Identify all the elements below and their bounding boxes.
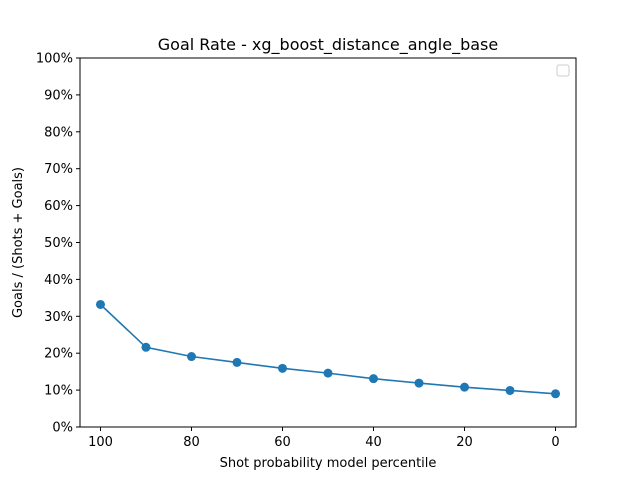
- y-tick-label: 30%: [44, 310, 73, 325]
- data-point: [186, 352, 196, 362]
- plot-frame: [79, 57, 577, 428]
- y-axis-ticks: 0% 10% 20% 30% 40% 50% 60% 70% 80% 90% 100%: [36, 52, 80, 436]
- data-point: [505, 385, 515, 395]
- x-tick-label: 60: [274, 435, 291, 450]
- x-tick-label: 0: [551, 435, 559, 450]
- y-tick-label: 20%: [44, 347, 73, 362]
- data-point: [460, 382, 470, 392]
- data-point: [95, 299, 105, 309]
- y-tick-label: 80%: [44, 125, 73, 140]
- series-line: [99, 303, 556, 395]
- y-tick-label: 10%: [44, 384, 73, 399]
- y-tick-label: 40%: [44, 273, 73, 288]
- x-axis-ticks: 100 80 60 40 20 0: [88, 427, 560, 450]
- data-point: [323, 368, 333, 378]
- series-group: [95, 299, 561, 399]
- data-point: [232, 357, 242, 367]
- y-tick-label: 90%: [44, 88, 73, 103]
- x-axis-label: Shot probability model percentile: [220, 456, 437, 471]
- y-tick-label: 0%: [52, 421, 73, 436]
- legend-box: [556, 64, 570, 77]
- x-tick-label: 80: [183, 435, 200, 450]
- data-point: [277, 363, 287, 373]
- data-point: [414, 378, 424, 388]
- x-tick-label: 100: [88, 435, 113, 450]
- x-tick-label: 20: [456, 435, 473, 450]
- y-tick-label: 60%: [44, 199, 73, 214]
- data-point: [551, 389, 561, 399]
- data-point: [141, 342, 151, 352]
- y-axis-label: Goals / (Shots + Goals): [11, 167, 26, 318]
- y-tick-label: 70%: [44, 162, 73, 177]
- y-tick-label: 50%: [44, 236, 73, 251]
- x-tick-label: 40: [365, 435, 382, 450]
- y-tick-label: 100%: [36, 52, 73, 67]
- data-point: [369, 374, 379, 384]
- chart-title: Goal Rate - xg_boost_distance_angle_base: [158, 35, 498, 55]
